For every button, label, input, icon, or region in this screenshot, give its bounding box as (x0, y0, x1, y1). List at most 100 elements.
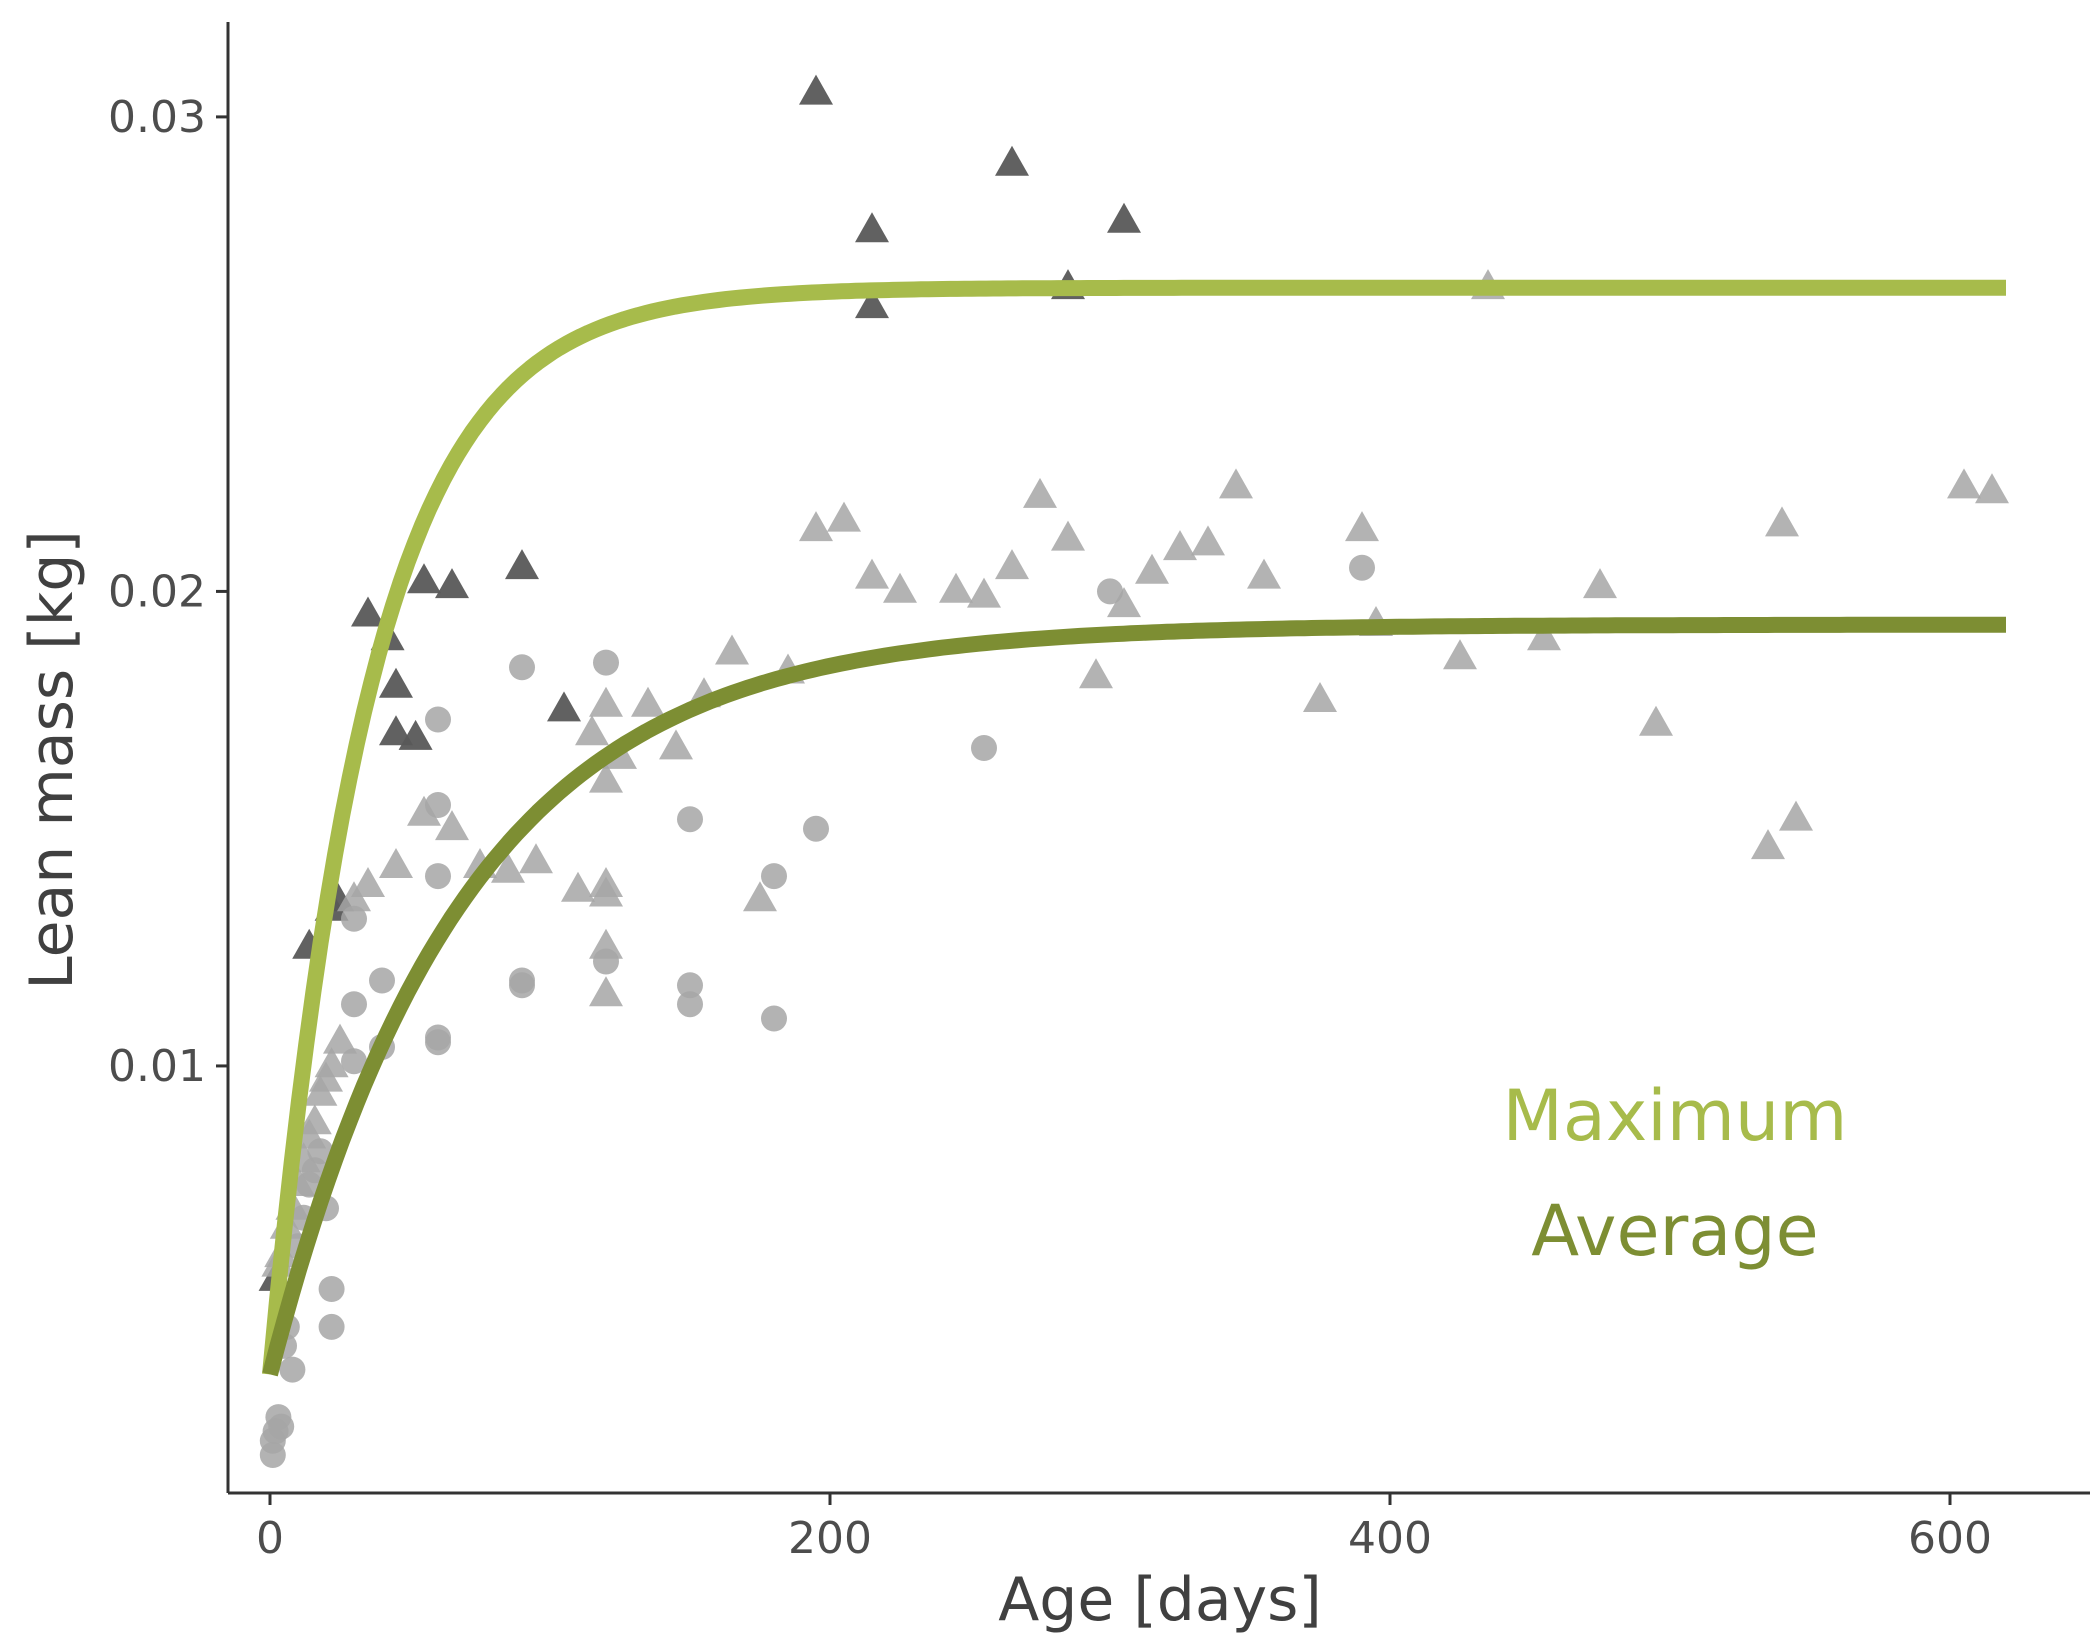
ticks-layer: 0 200 400 600 0.01 0.02 0.03 (108, 92, 1992, 1564)
data-point-triangle (1779, 800, 1813, 831)
data-point-triangle (407, 795, 441, 826)
data-point-triangle (589, 686, 623, 717)
data-point-triangle (1583, 568, 1617, 599)
data-point-triangle (967, 577, 1001, 608)
data-point-triangle (939, 572, 973, 603)
data-point-triangle (589, 762, 623, 793)
data-point-triangle (855, 288, 889, 319)
y-tick-label: 0.03 (108, 92, 206, 143)
data-point-triangle (407, 563, 441, 594)
data-point-triangle (799, 74, 833, 105)
data-point-circle (509, 654, 535, 681)
x-tick-label: 0 (256, 1513, 284, 1564)
data-point-triangle (1051, 520, 1085, 551)
data-point-circle (369, 967, 395, 994)
data-point-circle (341, 991, 367, 1018)
data-point-triangle (303, 1075, 338, 1106)
data-point-triangle (351, 596, 385, 627)
data-point-triangle (827, 501, 861, 532)
data-point-triangle (1219, 468, 1253, 499)
data-point-circle (259, 1442, 286, 1468)
data-point-triangle (995, 549, 1029, 580)
data-point-triangle (435, 810, 469, 841)
y-tick-label: 0.01 (108, 1041, 206, 1092)
data-point-triangle (435, 568, 469, 599)
data-point-triangle (995, 145, 1029, 176)
data-point-triangle (1163, 530, 1197, 561)
data-point-triangle (491, 852, 525, 883)
data-point-triangle (1079, 658, 1113, 689)
data-point-triangle (505, 549, 539, 580)
data-point-circle (1349, 554, 1375, 581)
data-point-triangle (1527, 620, 1561, 651)
data-point-triangle (1639, 705, 1673, 736)
data-point-circle (677, 806, 703, 833)
data-point-circle (761, 1005, 787, 1032)
fit-line-average (262, 616, 2007, 1377)
data-point-triangle (799, 511, 833, 542)
data-point-triangle (589, 928, 623, 959)
data-point-triangle (855, 212, 889, 243)
data-point-triangle (659, 729, 693, 760)
series-label-average: Average (1531, 1190, 1818, 1272)
data-point-triangle (1107, 202, 1141, 233)
data-point-triangle (379, 715, 413, 746)
data-point-triangle (589, 976, 623, 1007)
data-point-triangle (323, 1023, 357, 1054)
data-point-circle (341, 905, 367, 932)
data-point-triangle (575, 715, 609, 746)
data-point-circle (279, 1356, 306, 1383)
data-point-circle (268, 1413, 295, 1440)
data-point-circle (425, 792, 451, 818)
data-point-triangle (743, 881, 777, 912)
x-tick-label: 400 (1348, 1513, 1432, 1564)
series-label-maximum: Maximum (1503, 1075, 1848, 1157)
data-point-circle (677, 991, 703, 1018)
data-point-triangle (1947, 468, 1981, 499)
data-point-triangle (561, 871, 595, 902)
x-tick-label: 200 (788, 1513, 872, 1564)
data-point-triangle (589, 867, 623, 897)
data-point-triangle (1135, 553, 1169, 584)
y-axis-title: Lean mass [kg] (17, 530, 87, 990)
x-tick-label: 600 (1908, 1513, 1992, 1564)
data-point-circle (1097, 578, 1123, 605)
data-point-circle (971, 735, 997, 761)
data-point-circle (803, 815, 829, 842)
data-point-circle (318, 1276, 345, 1302)
data-point-circle (593, 649, 619, 676)
data-point-circle (677, 972, 703, 999)
data-point-triangle (379, 848, 413, 878)
data-point-circle (318, 1313, 345, 1340)
data-point-triangle (883, 572, 917, 603)
data-point-circle (509, 972, 535, 999)
points-layer (258, 74, 2009, 1468)
data-point-triangle (1247, 558, 1281, 589)
data-point-triangle (1751, 829, 1785, 860)
data-point-triangle (1975, 473, 2009, 504)
data-point-circle (341, 1048, 367, 1075)
data-point-triangle (1443, 639, 1477, 670)
y-tick-label: 0.02 (108, 566, 206, 617)
data-point-triangle (855, 558, 889, 589)
data-point-triangle (1765, 506, 1799, 537)
data-point-circle (425, 706, 451, 733)
data-point-triangle (1345, 511, 1379, 542)
data-point-circle (425, 863, 451, 890)
fit-lines-layer (262, 279, 2007, 1377)
data-point-circle (761, 863, 787, 890)
data-point-triangle (715, 634, 749, 665)
x-axis-title: Age [days] (998, 1565, 1322, 1635)
data-point-triangle (519, 843, 553, 874)
data-point-triangle (351, 867, 385, 897)
data-point-circle (593, 948, 619, 975)
data-point-triangle (1107, 587, 1141, 618)
data-point-triangle (379, 667, 413, 698)
fit-line-maximum (262, 279, 2007, 1376)
data-point-circle (425, 1029, 451, 1056)
data-point-triangle (1023, 477, 1057, 508)
data-point-triangle (1303, 682, 1337, 712)
data-point-triangle (631, 686, 665, 717)
